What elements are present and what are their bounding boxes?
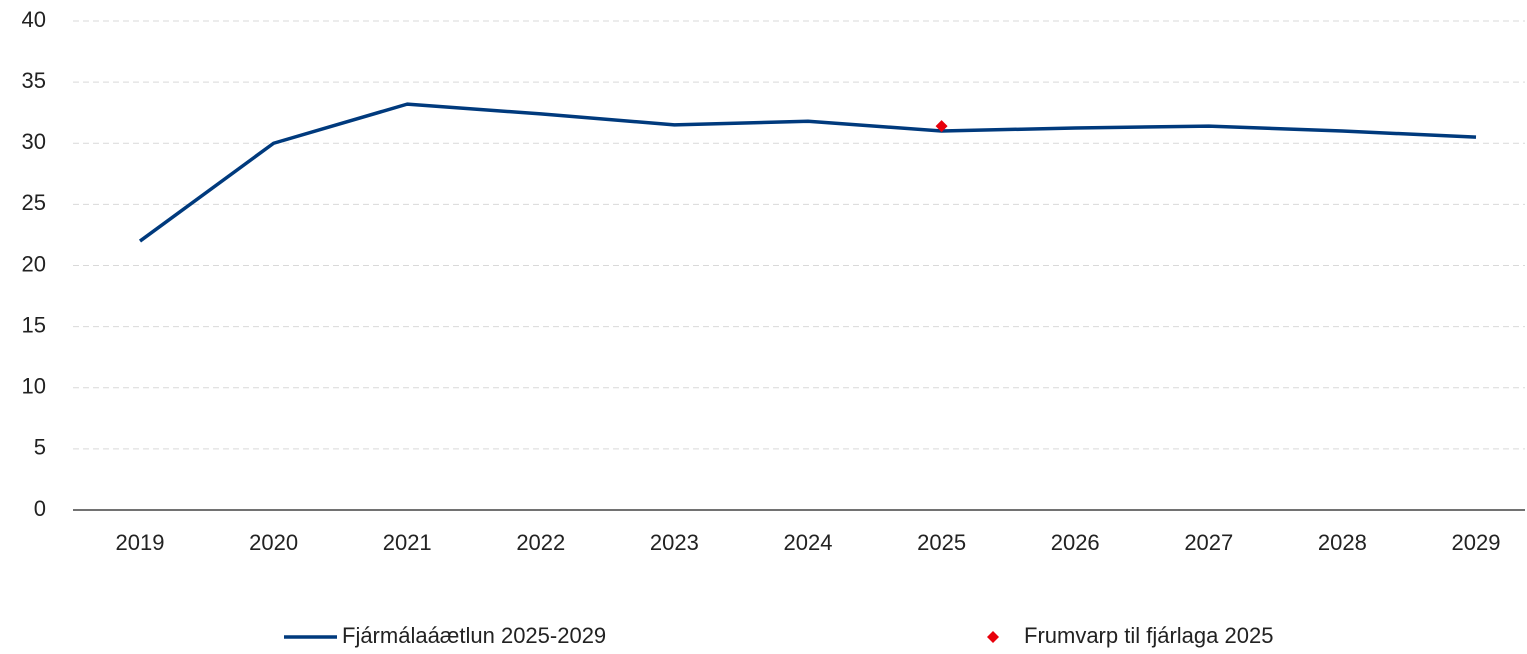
legend-label: Frumvarp til fjárlaga 2025 [1024,623,1273,648]
y-tick-label: 0 [34,496,46,521]
y-tick-label: 40 [22,7,46,32]
y-tick-label: 5 [34,435,46,460]
x-tick-label: 2027 [1184,530,1233,555]
legend-label: Fjármálaáætlun 2025-2029 [342,623,606,648]
marker [935,120,948,133]
y-tick-label: 15 [22,312,46,337]
y-tick-label: 20 [22,251,46,276]
x-tick-label: 2028 [1318,530,1367,555]
y-tick-label: 25 [22,190,46,215]
x-tick-label: 2023 [650,530,699,555]
x-tick-label: 2025 [917,530,966,555]
y-tick-label: 35 [22,68,46,93]
y-tick-label: 10 [22,374,46,399]
x-tick-label: 2026 [1051,530,1100,555]
legend-swatch [987,631,999,643]
y-tick-label: 30 [22,129,46,154]
series-line [138,102,1477,243]
x-tick-label: 2019 [116,530,165,555]
x-tick-label: 2021 [383,530,432,555]
x-tick-label: 2024 [784,530,833,555]
x-tick-label: 2022 [516,530,565,555]
x-tick-label: 2029 [1452,530,1501,555]
x-tick-label: 2020 [249,530,298,555]
